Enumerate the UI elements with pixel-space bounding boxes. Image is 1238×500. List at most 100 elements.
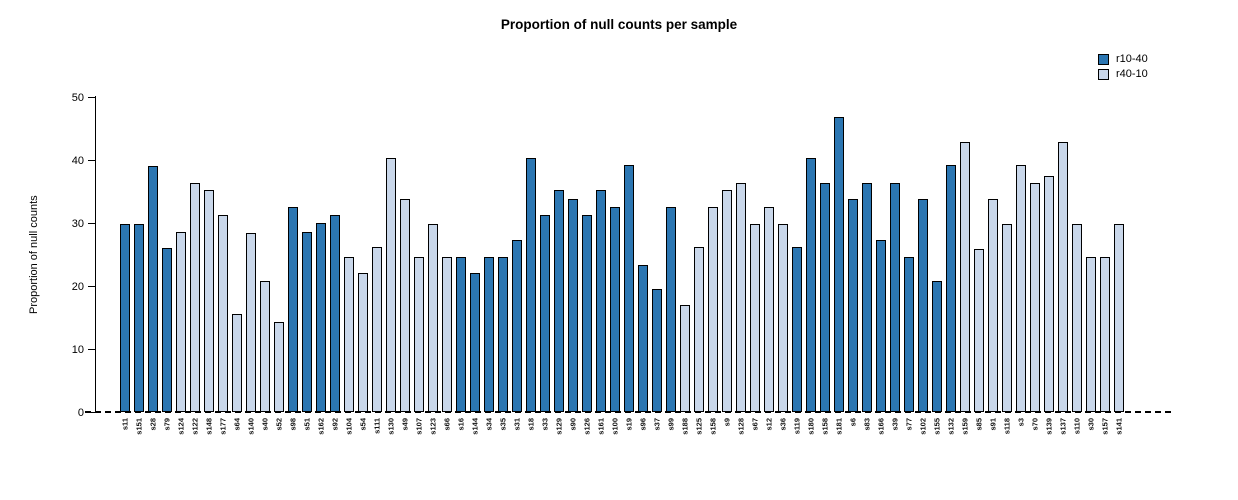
x-label-s39: s39 — [890, 418, 900, 431]
x-label-s148: s148 — [204, 418, 214, 435]
legend: r10-40 r40-10 — [1098, 53, 1148, 83]
x-label-s122: s122 — [190, 418, 200, 435]
bar-slot: s90 — [566, 97, 580, 431]
bar-s122 — [190, 183, 200, 412]
x-label-s66: s66 — [442, 418, 452, 431]
x-label-s54: s54 — [358, 418, 368, 431]
x-label-s129: s129 — [554, 418, 564, 435]
y-tick-40: 40 — [72, 155, 95, 167]
x-label-s144: s144 — [470, 418, 480, 435]
bar-slot: s132 — [944, 97, 958, 435]
bar-slot: s177 — [216, 97, 230, 435]
bar-slot: s35 — [496, 97, 510, 431]
bar-slot: s79 — [160, 97, 174, 431]
legend-swatch-dark — [1098, 53, 1109, 65]
y-tick-label-40: 40 — [71, 154, 84, 167]
bar-s9 — [722, 190, 732, 412]
bar-s33 — [540, 215, 550, 412]
legend-item-r40-10: r40-10 — [1098, 68, 1148, 80]
x-label-s28: s28 — [148, 418, 158, 431]
x-label-s64: s64 — [232, 418, 242, 431]
x-label-s104: s104 — [344, 418, 354, 435]
bar-slot: s92 — [328, 97, 342, 431]
y-tick-label-30: 30 — [71, 217, 84, 230]
x-label-s128: s128 — [736, 418, 746, 435]
bar-slot: s18 — [524, 97, 538, 431]
bar-s166 — [876, 240, 886, 412]
x-label-s96: s96 — [638, 418, 648, 431]
y-tick-label-0: 0 — [77, 406, 84, 419]
bar-slot: s162 — [314, 97, 328, 435]
bar-slot: s54 — [356, 97, 370, 431]
bar-slot: s85 — [972, 97, 986, 431]
bar-slot: s51 — [300, 97, 314, 431]
y-tick-20: 20 — [72, 281, 95, 293]
bar-s64 — [232, 313, 242, 412]
x-label-s3: s3 — [1016, 418, 1026, 427]
bar-s177 — [218, 215, 228, 412]
bar-slot: s118 — [1000, 97, 1014, 434]
bar-s70 — [1030, 183, 1040, 412]
x-label-s31: s31 — [512, 418, 522, 431]
x-label-s37: s37 — [652, 418, 662, 431]
bar-slot: s66 — [440, 97, 454, 431]
bar-slot: s77 — [902, 97, 916, 431]
bar-slot: s126 — [580, 97, 594, 435]
bar-s124 — [176, 231, 186, 412]
y-tick-50: 50 — [72, 92, 95, 104]
x-label-s9: s9 — [722, 418, 732, 427]
bar-s119 — [792, 246, 802, 412]
x-label-s157: s157 — [1100, 418, 1110, 435]
x-label-s140: s140 — [246, 418, 256, 435]
x-label-s36: s36 — [778, 418, 788, 431]
bar-s102 — [918, 199, 928, 412]
bar-slot: s158 — [818, 97, 832, 435]
bar-s40 — [260, 281, 270, 412]
bar-slot: s122 — [188, 97, 202, 435]
bar-slot: s123 — [426, 97, 440, 435]
bar-slot: s158 — [706, 97, 720, 435]
x-label-s107: s107 — [414, 418, 424, 435]
bar-s98 — [288, 207, 298, 412]
bar-s123 — [428, 224, 438, 412]
x-label-s19: s19 — [624, 418, 634, 431]
bar-s125 — [694, 246, 704, 412]
bar-slot: s34 — [482, 97, 496, 431]
bar-slot: s119 — [790, 97, 804, 434]
bar-slot: s139 — [1042, 97, 1056, 435]
bar-s18 — [526, 158, 536, 412]
x-label-s98: s98 — [288, 418, 298, 431]
bar-s162 — [316, 223, 326, 412]
x-label-s177: s177 — [218, 418, 228, 435]
bar-slot: s30 — [1084, 97, 1098, 431]
bar-slot: s151 — [132, 97, 146, 435]
bar-s118 — [1002, 224, 1012, 412]
bar-s151 — [134, 224, 144, 412]
bar-slot: s96 — [636, 97, 650, 431]
x-label-s130: s130 — [386, 418, 396, 435]
bar-slot: s16 — [454, 97, 468, 431]
bar-s180 — [806, 158, 816, 412]
y-tick-label-10: 10 — [71, 343, 84, 356]
bar-slot: s67 — [748, 97, 762, 431]
x-label-s137: s137 — [1058, 418, 1068, 435]
bar-s54 — [358, 272, 368, 412]
bar-slot: s11 — [118, 97, 132, 430]
y-tick-label-50: 50 — [71, 91, 84, 104]
x-label-s99: s99 — [666, 418, 676, 431]
bar-slot: s52 — [272, 97, 286, 431]
legend-label: r10-40 — [1116, 53, 1148, 65]
bar-slot: s49 — [398, 97, 412, 431]
x-label-s123: s123 — [428, 418, 438, 435]
bar-slot: s19 — [622, 97, 636, 431]
bar-s181 — [834, 117, 844, 412]
x-label-s77: s77 — [904, 418, 914, 431]
bar-s31 — [512, 240, 522, 412]
bar-slot: s180 — [804, 97, 818, 435]
bar-s92 — [330, 215, 340, 412]
bar-s3 — [1016, 165, 1026, 412]
bar-s159 — [960, 142, 970, 412]
bar-slot: s12 — [762, 97, 776, 431]
bar-slot: s28 — [146, 97, 160, 431]
bar-s11 — [120, 224, 130, 412]
